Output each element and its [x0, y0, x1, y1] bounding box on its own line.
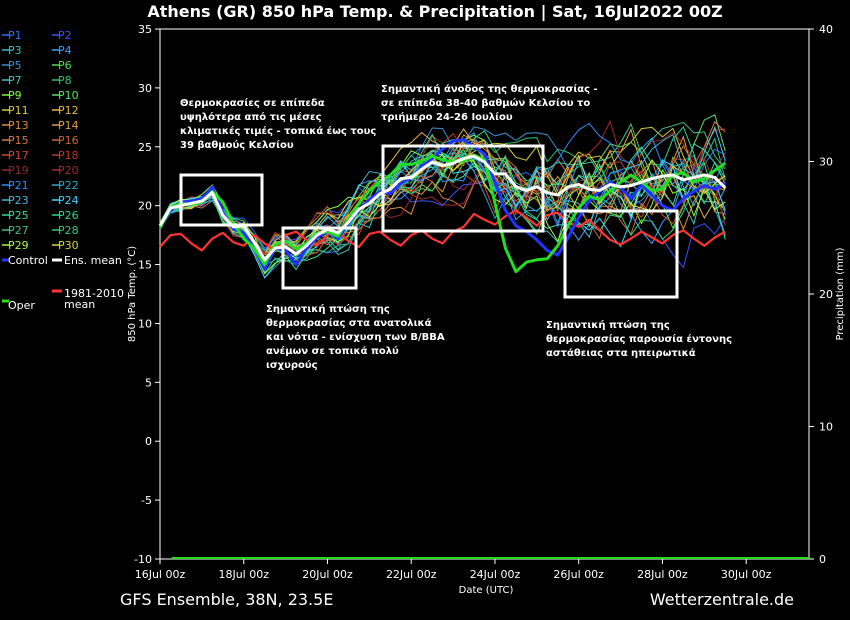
- legend-label-P20: P20: [58, 164, 79, 177]
- y-tick-label: 0: [145, 435, 152, 448]
- x-tick-label: 24Jul 00z: [470, 568, 521, 581]
- legend-label-P22: P22: [58, 179, 79, 192]
- legend-label-P16: P16: [58, 134, 79, 147]
- x-tick-label: 30Jul 00z: [721, 568, 772, 581]
- annotation-box-4: [563, 209, 679, 299]
- legend-label-climate-line2: mean: [64, 298, 95, 311]
- x-axis-label: Date (UTC): [459, 585, 514, 596]
- x-tick-label: 28Jul 00z: [637, 568, 688, 581]
- main-series: [158, 138, 727, 274]
- annotation-box-2: [281, 226, 358, 290]
- y-tick-label: -10: [134, 553, 152, 566]
- footer-site-name: Wetterzentrale.de: [649, 590, 794, 609]
- annotations: Θερμοκρασίες σε επίπεδα υψηλότερα από τις…: [179, 83, 732, 371]
- legend-label-control: Control: [8, 254, 48, 267]
- x-tick-label: 26Jul 00z: [553, 568, 604, 581]
- legend-label-P12: P12: [58, 104, 79, 117]
- y-axis-left: -10 -5 0 5 10 15 20 25 30 35: [134, 23, 160, 566]
- legend-label-P17: P17: [8, 149, 29, 162]
- series-line-ens-mean: [158, 154, 727, 262]
- annotation-text-4: Σημαντική πτώση της: [546, 319, 670, 331]
- annotation-text-1: κλιματικές τιμές - τοπικά έως τους: [180, 125, 376, 137]
- legend-label-P29: P29: [8, 239, 29, 252]
- annotation-text-3: και νότια - ενίσχυση των Β/ΒΒΑ: [266, 331, 445, 343]
- legend-label-climate: 1981-2010: [64, 287, 124, 300]
- legend-label-oper: Oper: [8, 299, 35, 312]
- annotation-text-3: Σημαντική πτώση της: [266, 303, 390, 315]
- x-tick-label: 20Jul 00z: [302, 568, 353, 581]
- legend-label-P11: P11: [8, 104, 29, 117]
- annotation-text-3: ισχυρούς: [266, 359, 318, 371]
- annotation-text-1: 39 βαθμούς Κελσίου: [180, 139, 294, 151]
- y-tick-label: 5: [145, 376, 152, 389]
- series-line-1981-2010-mean: [159, 209, 726, 252]
- annotation-box-3: [381, 144, 545, 233]
- legend-label-P8: P8: [58, 74, 72, 87]
- x-tick-label: 22Jul 00z: [386, 568, 437, 581]
- legend-label-P6: P6: [58, 59, 72, 72]
- legend-label-P25: P25: [8, 209, 29, 222]
- legend-label-P3: P3: [8, 44, 22, 57]
- x-tick-label: 16Jul 00z: [135, 568, 186, 581]
- legend-label-P23: P23: [8, 194, 29, 207]
- legend-label-P4: P4: [58, 44, 72, 57]
- annotation-text-1: υψηλότερα από τις μέσες: [180, 111, 322, 123]
- y2-tick-label: 40: [819, 23, 833, 36]
- annotation-text-1: Θερμοκρασίες σε επίπεδα: [180, 97, 325, 109]
- y-axis-label: 850 hPa Temp. (°C): [127, 246, 138, 342]
- annotation-box-1: [179, 173, 264, 227]
- annotation-text-2: σε επίπεδα 38-40 βαθμών Κελσίου το: [381, 97, 590, 109]
- y-tick-label: 15: [138, 259, 152, 272]
- annotation-text-4: αστάθειας στα ηπειρωτικά: [546, 347, 696, 359]
- legend-label-P1: P1: [8, 29, 22, 42]
- y-tick-label: 25: [138, 141, 152, 154]
- y2-tick-label: 20: [819, 288, 833, 301]
- y2-tick-label: 0: [819, 553, 826, 566]
- legend-label-P15: P15: [8, 134, 29, 147]
- legend-label-P28: P28: [58, 224, 79, 237]
- y-tick-label: -5: [141, 494, 152, 507]
- legend-label-P26: P26: [58, 209, 79, 222]
- legend-label-P30: P30: [58, 239, 79, 252]
- legend-label-P13: P13: [8, 119, 29, 132]
- x-tick-label: 18Jul 00z: [218, 568, 269, 581]
- legend-label-P5: P5: [8, 59, 22, 72]
- x-axis: 16Jul 00z 18Jul 00z 20Jul 00z 22Jul 00z 24Ju…: [135, 559, 772, 581]
- y-tick-label: 35: [138, 23, 152, 36]
- y2-tick-label: 10: [819, 421, 833, 434]
- y-tick-label: 20: [138, 200, 152, 213]
- series-line-oper: [158, 153, 727, 274]
- footer-model-info: GFS Ensemble, 38N, 23.5E: [120, 590, 334, 609]
- legend: P1 P2 P3 P4 P5 P6 P7 P8 P9 P10 P11 P12 P13 P14 P15 P16 P…: [2, 29, 124, 312]
- y2-axis-label: Precipitation (mm): [835, 247, 846, 340]
- annotation-text-3: ανέμων σε τοπικά πολύ: [266, 345, 399, 357]
- legend-label-P9: P9: [8, 89, 22, 102]
- ensemble-member-line-P2: [159, 162, 726, 269]
- legend-label-P18: P18: [58, 149, 79, 162]
- annotation-text-2: Σημαντική άνοδος της θερμοκρασίας -: [381, 83, 598, 95]
- legend-label-P21: P21: [8, 179, 29, 192]
- y-axis-right: 0 10 20 30 40: [809, 23, 833, 566]
- y-tick-label: 30: [138, 82, 152, 95]
- legend-label-P2: P2: [58, 29, 72, 42]
- legend-label-P27: P27: [8, 224, 29, 237]
- annotation-text-4: θερμοκρασίας παρουσία έντονης: [546, 333, 732, 345]
- legend-label-P10: P10: [58, 89, 79, 102]
- y2-tick-label: 30: [819, 156, 833, 169]
- annotation-text-3: θερμοκρασίας στα ανατολικά: [266, 317, 432, 329]
- legend-label-P24: P24: [58, 194, 79, 207]
- legend-label-P14: P14: [58, 119, 79, 132]
- legend-label-P7: P7: [8, 74, 22, 87]
- y-tick-label: 10: [138, 317, 152, 330]
- annotation-text-2: τριήμερο 24-26 Ιουλίου: [381, 111, 513, 123]
- legend-label-ens-mean: Ens. mean: [64, 254, 122, 267]
- chart-title: Athens (GR) 850 hPa Temp. & Precipitatio…: [147, 2, 722, 22]
- legend-label-P19: P19: [8, 164, 29, 177]
